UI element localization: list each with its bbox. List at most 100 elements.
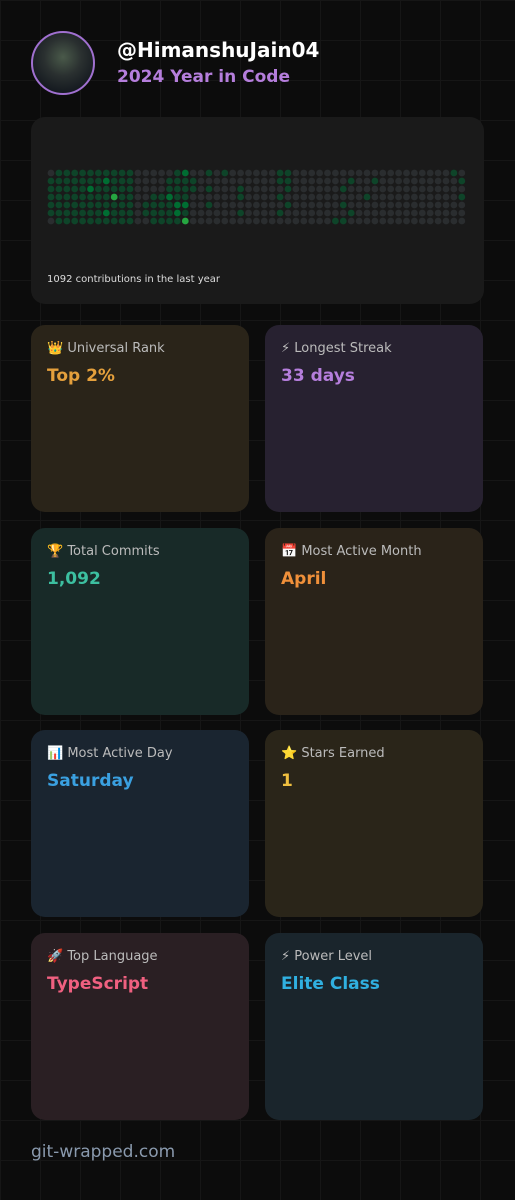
contribution-cell: [118, 209, 126, 217]
contribution-cell: [300, 185, 308, 193]
contribution-cell: [126, 209, 134, 217]
contribution-cell: [134, 177, 142, 185]
contribution-cell: [442, 185, 450, 193]
contribution-cell: [411, 185, 418, 193]
contribution-cell: [411, 169, 418, 177]
contribution-cell: [308, 201, 316, 209]
contribution-cell: [387, 169, 395, 177]
contribution-cell: [87, 185, 94, 193]
contribution-cell: [387, 177, 395, 185]
stat-value: 33 days: [281, 366, 355, 386]
contribution-cell: [142, 185, 150, 193]
contribution-cell: [71, 193, 79, 201]
contribution-cell: [158, 177, 165, 185]
contribution-cell: [434, 193, 442, 201]
contribution-cell: [229, 169, 237, 177]
contribution-cell: [300, 201, 308, 209]
contribution-cell: [332, 201, 339, 209]
contribution-cell: [205, 177, 213, 185]
contribution-cell: [118, 193, 126, 201]
contribution-cell: [300, 177, 308, 185]
stat-value: 1,092: [47, 568, 101, 589]
contribution-cell: [379, 201, 387, 209]
contribution-cell: [110, 193, 118, 201]
contribution-cell: [379, 177, 387, 185]
contribution-cell: [355, 193, 363, 201]
contribution-caption: 1092 contributions in the last year: [47, 274, 221, 285]
contribution-cell: [174, 209, 181, 217]
stat-card: ⚡ Longest Streak 33 days: [265, 325, 483, 512]
contribution-cell: [395, 169, 402, 177]
contribution-cell: [142, 217, 150, 225]
contribution-cell: [205, 185, 213, 193]
contribution-cell: [426, 169, 434, 177]
contribution-cell: [47, 177, 55, 185]
contribution-cell: [245, 193, 252, 201]
footer: git-wrapped.com: [31, 1142, 176, 1162]
contribution-cell: [403, 193, 410, 201]
contribution-cell: [387, 201, 395, 209]
stat-value: Top 2%: [47, 366, 115, 386]
stat-label: ⚡ Longest Streak: [281, 341, 392, 356]
contribution-cell: [181, 193, 189, 201]
contribution-cell: [458, 185, 466, 193]
contribution-cell: [181, 217, 189, 225]
contribution-cell: [63, 209, 71, 217]
stat-value: 1: [281, 771, 293, 792]
contribution-cell: [47, 217, 55, 225]
contribution-cell: [71, 201, 79, 209]
contribution-cell: [110, 201, 118, 209]
contribution-cell: [126, 177, 134, 185]
contribution-cell: [158, 217, 165, 225]
contribution-cell: [316, 177, 323, 185]
contribution-cell: [450, 217, 458, 225]
contribution-cell: [189, 217, 197, 225]
contribution-cell: [55, 193, 63, 201]
contribution-cell: [221, 185, 229, 193]
contribution-cell: [308, 185, 316, 193]
contribution-cell: [371, 185, 379, 193]
contribution-cell: [55, 201, 63, 209]
contribution-cell: [47, 169, 55, 177]
contribution-cell: [316, 185, 323, 193]
contribution-cell: [458, 217, 466, 225]
contribution-cell: [442, 169, 450, 177]
contribution-cell: [395, 217, 402, 225]
contribution-cell: [324, 217, 331, 225]
contribution-cell: [324, 193, 331, 201]
contribution-cell: [181, 177, 189, 185]
stat-card: 🚀 Top Language TypeScript: [31, 933, 249, 1121]
contribution-cell: [395, 201, 402, 209]
contribution-cell: [347, 201, 355, 209]
contribution-cell: [339, 217, 347, 225]
contribution-cell: [347, 169, 355, 177]
stat-card: 📅 Most Active Month April: [265, 527, 483, 715]
contribution-cell: [221, 217, 229, 225]
contribution-cell: [87, 209, 94, 217]
contribution-cell: [434, 209, 442, 217]
contribution-cell: [387, 193, 395, 201]
contribution-cell: [276, 169, 284, 177]
contribution-cell: [95, 169, 102, 177]
contribution-cell: [450, 169, 458, 177]
contribution-cell: [442, 201, 450, 209]
contribution-cell: [260, 177, 268, 185]
stat-label: 📅 Most Active Month: [281, 543, 422, 559]
contribution-cell: [442, 217, 450, 225]
contribution-cell: [260, 193, 268, 201]
contribution-cell: [134, 201, 142, 209]
stat-label: 📊 Most Active Day: [47, 746, 173, 762]
contribution-cell: [189, 185, 197, 193]
contribution-cell: [126, 217, 134, 225]
contribution-cell: [371, 217, 379, 225]
contribution-cell: [205, 201, 213, 209]
contribution-cell: [229, 209, 237, 217]
contribution-cell: [102, 217, 110, 225]
contribution-cell: [118, 185, 126, 193]
contribution-cell: [276, 209, 284, 217]
contribution-cell: [47, 201, 55, 209]
contribution-cell: [189, 169, 197, 177]
contribution-cell: [87, 169, 94, 177]
contribution-cell: [150, 193, 158, 201]
contribution-cell: [411, 209, 418, 217]
